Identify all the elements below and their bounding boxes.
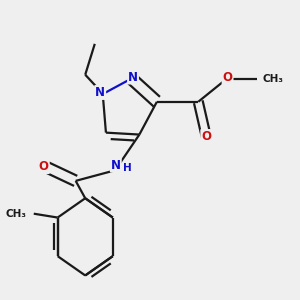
Text: O: O bbox=[223, 71, 232, 84]
Text: H: H bbox=[123, 163, 132, 173]
Text: CH₃: CH₃ bbox=[263, 74, 284, 84]
Text: N: N bbox=[128, 70, 138, 83]
Text: O: O bbox=[201, 130, 211, 143]
Text: CH₃: CH₃ bbox=[6, 209, 27, 219]
Text: N: N bbox=[111, 159, 121, 172]
Text: N: N bbox=[95, 86, 105, 99]
Text: O: O bbox=[39, 160, 49, 173]
